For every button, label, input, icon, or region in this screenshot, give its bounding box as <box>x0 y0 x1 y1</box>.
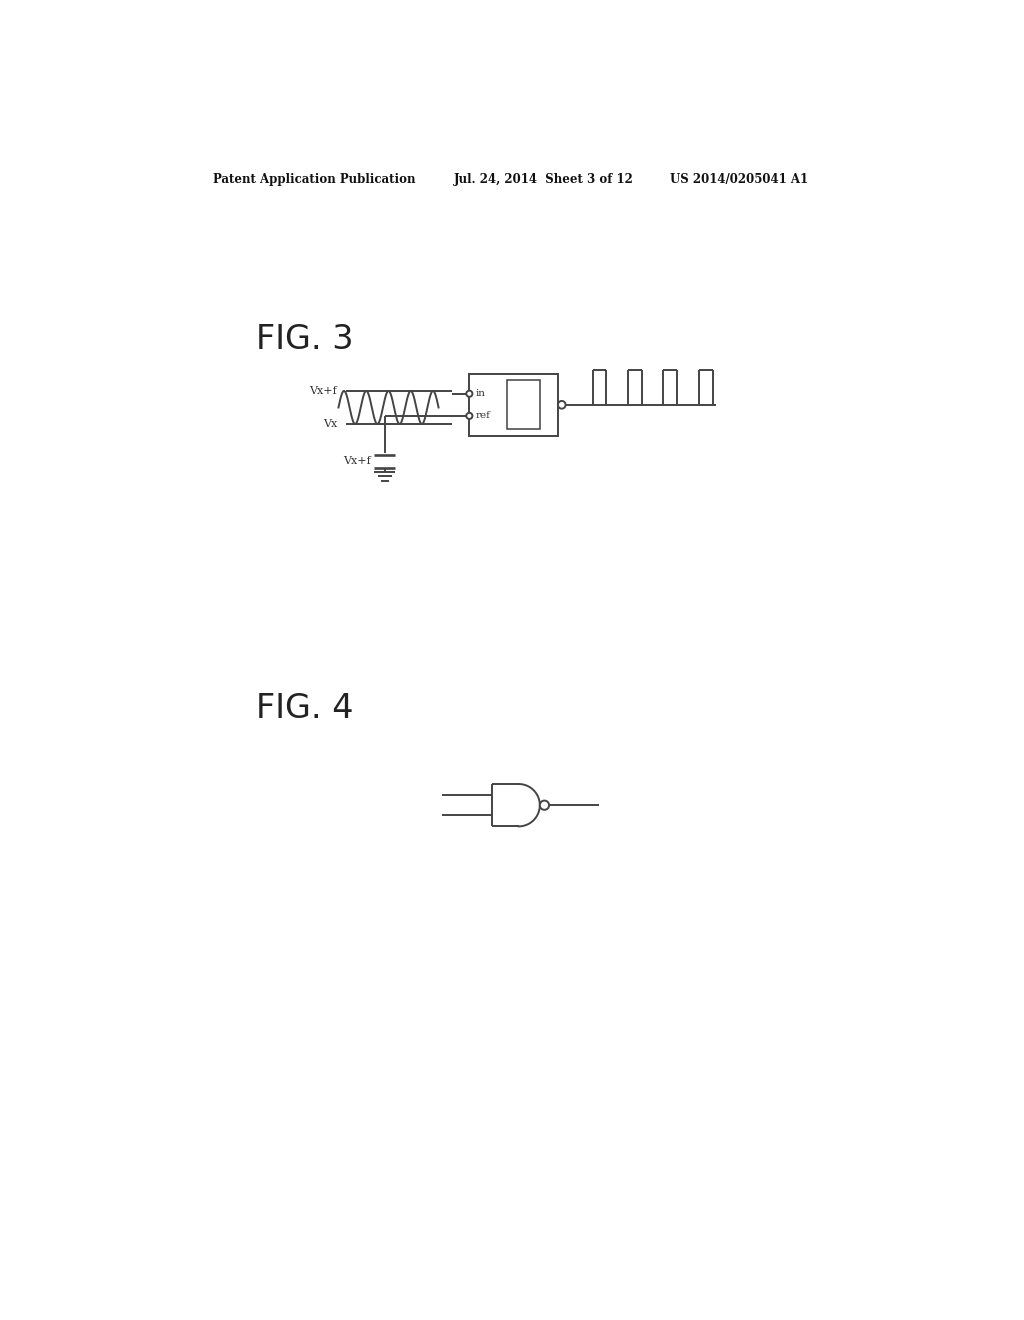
Circle shape <box>466 413 472 418</box>
Text: FIG. 4: FIG. 4 <box>256 693 353 726</box>
Bar <box>469 374 558 436</box>
Text: Vx+f: Vx+f <box>309 385 337 396</box>
Text: FIG. 3: FIG. 3 <box>256 323 353 356</box>
Circle shape <box>558 401 565 409</box>
Text: in: in <box>475 389 485 399</box>
Text: Vx+f: Vx+f <box>343 457 371 466</box>
Bar <box>507 380 541 429</box>
Text: US 2014/0205041 A1: US 2014/0205041 A1 <box>670 173 808 186</box>
Circle shape <box>540 800 549 810</box>
Circle shape <box>466 391 472 397</box>
Text: ref: ref <box>475 412 490 420</box>
Text: Jul. 24, 2014  Sheet 3 of 12: Jul. 24, 2014 Sheet 3 of 12 <box>454 173 634 186</box>
Text: Patent Application Publication: Patent Application Publication <box>213 173 416 186</box>
Text: Vx: Vx <box>323 418 337 429</box>
